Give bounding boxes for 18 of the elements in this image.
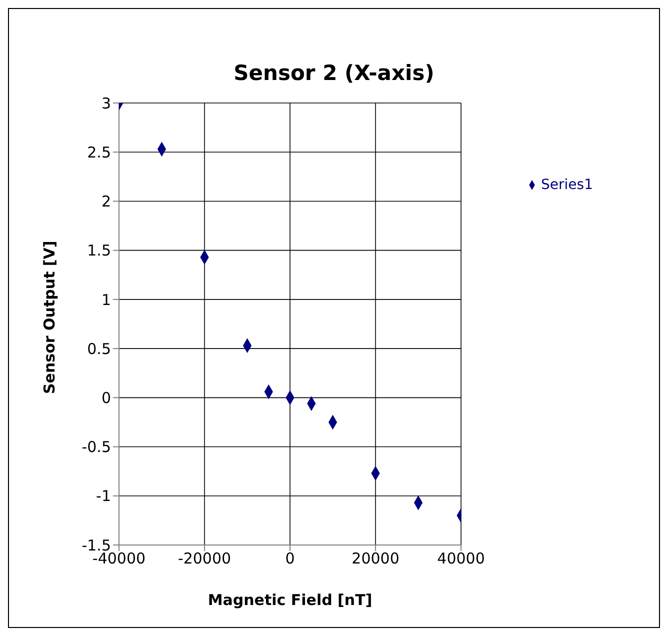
x-tick-label: 20000 — [352, 550, 400, 568]
x-axis-title: Magnetic Field [nT] — [208, 591, 372, 609]
y-tick-label: 2 — [101, 192, 111, 211]
x-tick-label: -40000 — [92, 550, 146, 568]
y-tick-label: 0 — [101, 388, 111, 407]
x-tick-label: -20000 — [178, 550, 232, 568]
y-tick-label: -1 — [96, 487, 111, 506]
y-tick-label: -0.5 — [82, 438, 111, 456]
y-tick-label: 3 — [101, 94, 111, 112]
legend-label: Series1 — [541, 177, 593, 193]
y-tick-label: 2.5 — [87, 143, 111, 162]
y-tick-label: 0.5 — [87, 340, 111, 358]
y-tick-label: 1.5 — [87, 242, 111, 260]
x-tick-label: 0 — [285, 550, 295, 568]
y-axis-title: Sensor Output [V] — [40, 240, 58, 394]
y-tick-label: 1 — [101, 290, 111, 309]
x-tick-label: 40000 — [437, 550, 485, 568]
chart-title: Sensor 2 (X-axis) — [232, 61, 436, 85]
